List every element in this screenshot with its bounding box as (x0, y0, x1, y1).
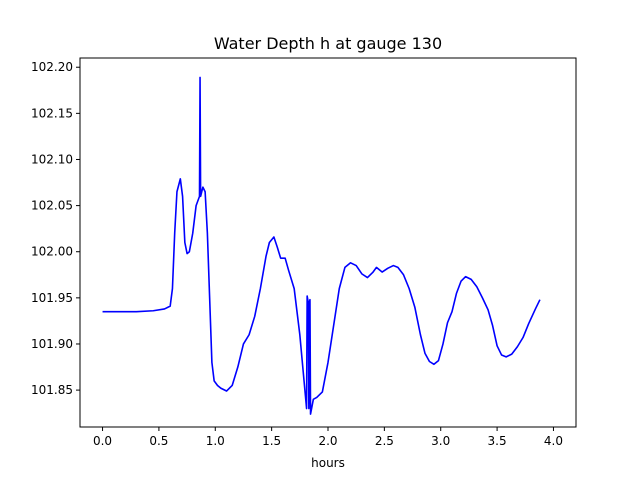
y-tick-label: 101.95 (31, 291, 73, 305)
x-tick-label: 2.5 (375, 434, 394, 448)
x-tick-label: 1.5 (262, 434, 281, 448)
x-tick-label: 0.5 (149, 434, 168, 448)
chart-title: Water Depth h at gauge 130 (214, 34, 442, 53)
y-tick-label: 102.20 (31, 60, 73, 74)
axes: 0.0 0.5 1.0 1.5 2.0 2.5 3.0 3.5 4.0 101.85 101.90 1… (31, 57, 577, 448)
x-tick-label: 2.0 (318, 434, 337, 448)
x-tick-label: 1.0 (206, 434, 225, 448)
y-tick-label: 101.85 (31, 383, 73, 397)
y-tick-label: 102.10 (31, 152, 73, 166)
plot-area (102, 76, 541, 415)
series-line-1 (102, 76, 541, 415)
x-axis-label: hours (311, 456, 345, 470)
y-tick-label: 102.00 (31, 245, 73, 259)
x-tick-label: 4.0 (544, 434, 563, 448)
x-tick-label: 3.5 (488, 434, 507, 448)
y-tick-label: 102.05 (31, 199, 73, 213)
y-tick-label: 101.90 (31, 337, 73, 351)
y-tick-label: 102.15 (31, 106, 73, 120)
x-tick-label: 3.0 (431, 434, 450, 448)
x-tick-label: 0.0 (93, 434, 112, 448)
